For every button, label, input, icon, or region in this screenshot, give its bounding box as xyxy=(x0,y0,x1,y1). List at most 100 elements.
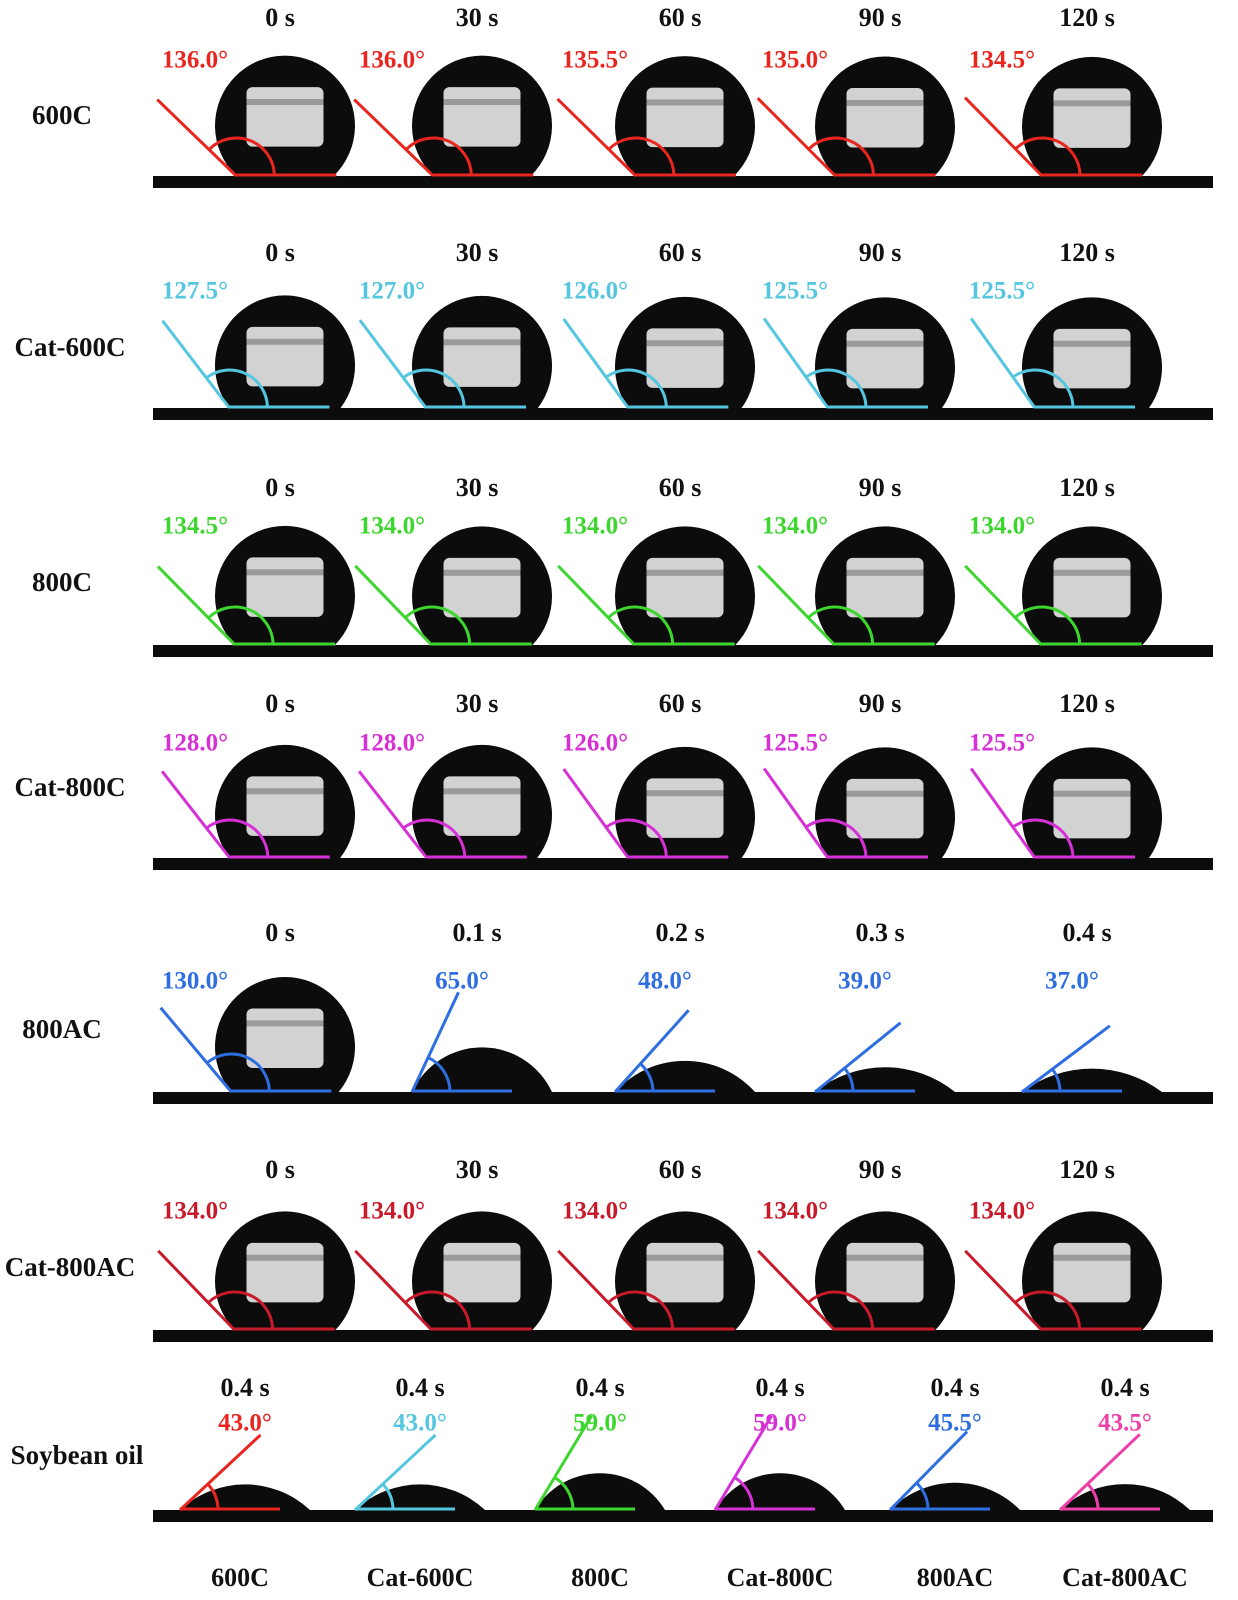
angle-line xyxy=(964,1249,1043,1332)
angle-label: 48.0° xyxy=(638,968,692,995)
droplet-highlight xyxy=(846,88,924,148)
droplet-highlight-band xyxy=(646,340,724,347)
time-label: 30 s xyxy=(456,689,499,718)
time-label: 90 s xyxy=(859,689,902,718)
angle-label: 134.5° xyxy=(162,513,228,540)
droplet-highlight xyxy=(443,327,521,387)
angle-line xyxy=(157,1249,236,1332)
sample-label: 800C xyxy=(571,1563,629,1592)
angle-arc xyxy=(207,605,275,645)
droplet xyxy=(355,1484,485,1510)
time-label: 30 s xyxy=(456,1155,499,1184)
angle-line xyxy=(556,97,637,178)
angle-label: 134.0° xyxy=(969,1198,1035,1225)
angle-label: 134.0° xyxy=(762,513,828,540)
droplet-highlight xyxy=(443,1242,521,1303)
angle-line xyxy=(756,97,837,178)
angle-arc xyxy=(206,1483,220,1510)
angle-line xyxy=(354,564,433,647)
angle-arc xyxy=(207,136,276,176)
row-label: 800AC xyxy=(22,1014,102,1044)
angle-label: 127.0° xyxy=(359,278,425,305)
droplet-highlight xyxy=(1053,778,1131,839)
droplet-highlight-band xyxy=(246,1254,324,1261)
angle-line xyxy=(613,1009,690,1094)
droplet-highlight-band xyxy=(246,338,324,345)
droplet-highlight-band xyxy=(246,1020,324,1027)
droplet-highlight xyxy=(443,557,521,618)
time-label: 90 s xyxy=(859,238,902,267)
time-label: 0.4 s xyxy=(755,1373,804,1402)
droplet xyxy=(180,1484,310,1510)
angle-line xyxy=(562,318,630,409)
droplet-highlight-band xyxy=(846,790,924,797)
angle-line xyxy=(178,1433,262,1512)
droplet-highlight-band xyxy=(443,569,521,576)
substrate xyxy=(153,1330,1213,1342)
time-label: 120 s xyxy=(1059,473,1115,502)
angle-label: 126.0° xyxy=(562,278,628,305)
sample-label: Cat-800C xyxy=(727,1563,834,1592)
angle-line xyxy=(1021,1024,1111,1094)
droplet xyxy=(1060,1484,1190,1510)
angle-line xyxy=(557,564,636,647)
sample-label: Cat-600C xyxy=(367,1563,474,1592)
droplet-highlight xyxy=(246,776,324,836)
angle-arc xyxy=(1014,136,1082,176)
time-label: 120 s xyxy=(1059,1155,1115,1184)
time-label: 0.4 s xyxy=(1062,918,1111,947)
row-label: Cat-800C xyxy=(15,772,126,802)
time-label: 120 s xyxy=(1059,689,1115,718)
droplet-highlight-band xyxy=(1053,1254,1131,1261)
angle-line xyxy=(762,317,830,409)
droplet-highlight-band xyxy=(1053,100,1131,107)
angle-arc xyxy=(1012,818,1075,858)
angle-line xyxy=(410,991,460,1093)
angle-arc xyxy=(205,818,270,858)
droplet-highlight xyxy=(846,557,924,618)
droplet-highlight-band xyxy=(246,788,324,795)
droplet-highlight xyxy=(246,1008,324,1069)
angle-label: 37.0° xyxy=(1045,968,1099,995)
droplet-highlight-band xyxy=(443,788,521,795)
time-label: 0.2 s xyxy=(655,918,704,947)
angle-line xyxy=(963,96,1044,178)
angle-arc xyxy=(607,1290,675,1330)
angle-label: 39.0° xyxy=(838,968,892,995)
angle-arc xyxy=(404,136,473,176)
angle-arc xyxy=(1014,1290,1082,1330)
sample-label: 800AC xyxy=(917,1563,994,1592)
angle-arc xyxy=(807,136,876,176)
droplet-highlight xyxy=(646,1242,724,1303)
angle-line xyxy=(757,564,836,647)
row-label: Cat-600C xyxy=(15,332,126,362)
angle-label: 134.5° xyxy=(969,47,1035,74)
angle-arc xyxy=(402,818,467,858)
angle-label: 134.0° xyxy=(162,1198,228,1225)
droplet-highlight xyxy=(246,326,324,387)
angle-label: 135.5° xyxy=(562,47,628,74)
angle-arc xyxy=(639,1062,655,1092)
angle-arc xyxy=(1012,368,1075,408)
row-label: 600C xyxy=(32,100,92,130)
angle-line xyxy=(160,770,232,859)
angle-line xyxy=(159,1006,233,1093)
angle-arc xyxy=(807,605,875,645)
droplet-highlight xyxy=(443,87,521,147)
angle-line xyxy=(757,1249,836,1332)
angle-arc xyxy=(605,818,668,858)
substrate xyxy=(153,408,1213,420)
angle-arc xyxy=(205,1052,271,1092)
droplet-highlight-band xyxy=(1053,569,1131,576)
time-label: 0 s xyxy=(265,689,295,718)
angle-label: 134.0° xyxy=(359,1198,425,1225)
angle-arc xyxy=(1051,1068,1062,1092)
time-label: 0.4 s xyxy=(1100,1373,1149,1402)
droplet xyxy=(890,1482,1020,1510)
angle-line xyxy=(964,564,1043,647)
droplet-highlight-band xyxy=(443,339,521,346)
droplet-highlight xyxy=(646,557,724,618)
droplet-highlight xyxy=(846,328,924,389)
substrate xyxy=(153,176,1213,188)
